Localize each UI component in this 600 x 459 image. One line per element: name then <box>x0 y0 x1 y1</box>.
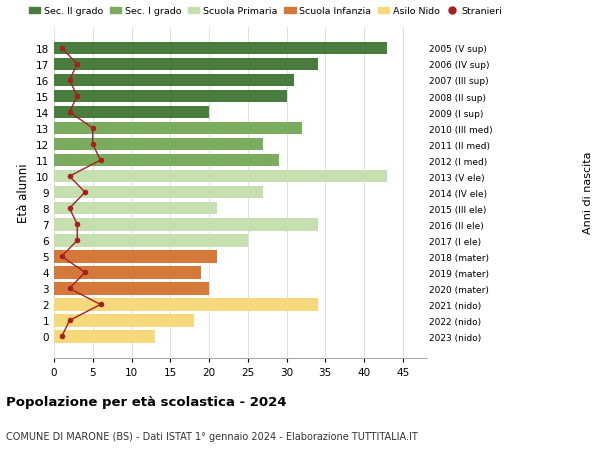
Bar <box>54 235 248 247</box>
Text: Popolazione per età scolastica - 2024: Popolazione per età scolastica - 2024 <box>6 395 287 408</box>
Bar <box>54 43 387 55</box>
Text: Anni di nascita: Anni di nascita <box>583 151 593 234</box>
Bar <box>54 186 263 199</box>
Bar <box>54 202 217 215</box>
Bar <box>54 123 302 135</box>
Bar <box>54 155 279 167</box>
Bar <box>54 267 201 279</box>
Bar <box>54 139 263 151</box>
Bar <box>54 106 209 119</box>
Bar <box>54 298 317 311</box>
Bar <box>54 330 155 343</box>
Bar <box>54 251 217 263</box>
Legend: Sec. II grado, Sec. I grado, Scuola Primaria, Scuola Infanzia, Asilo Nido, Stran: Sec. II grado, Sec. I grado, Scuola Prim… <box>29 7 502 16</box>
Bar <box>54 90 287 103</box>
Y-axis label: Età alunni: Età alunni <box>17 163 31 223</box>
Text: COMUNE DI MARONE (BS) - Dati ISTAT 1° gennaio 2024 - Elaborazione TUTTITALIA.IT: COMUNE DI MARONE (BS) - Dati ISTAT 1° ge… <box>6 431 418 442</box>
Bar <box>54 218 317 231</box>
Bar <box>54 59 317 71</box>
Bar <box>54 314 193 327</box>
Bar <box>54 283 209 295</box>
Bar <box>54 74 294 87</box>
Bar <box>54 171 387 183</box>
